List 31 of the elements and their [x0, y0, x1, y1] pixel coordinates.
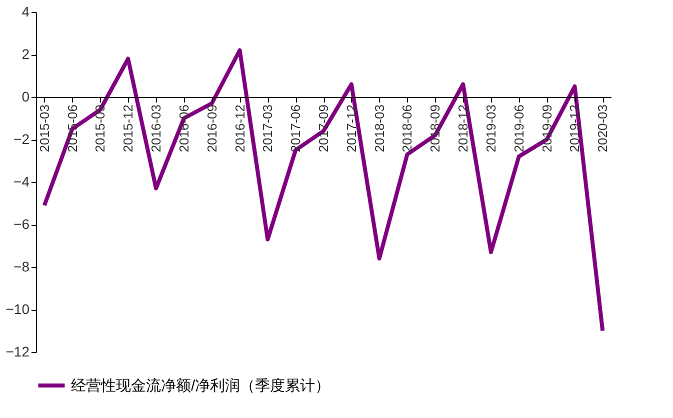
x-tick-label: 2017-09 [316, 104, 331, 152]
x-tick-label: 2015-03 [36, 104, 52, 152]
y-tick-label: −6 [14, 216, 30, 232]
y-tick-label: −4 [14, 174, 30, 190]
y-tick-label: 0 [22, 88, 30, 104]
x-tick-label: 2019-09 [539, 104, 554, 152]
x-tick-label: 2017-06 [288, 104, 304, 152]
x-tick-label: 2016-03 [148, 104, 164, 152]
y-tick-label: −10 [6, 301, 30, 317]
x-tick-label: 2015-09 [92, 104, 108, 152]
y-tick-label: 4 [22, 4, 30, 20]
x-tick-label: 2015-12 [120, 104, 136, 152]
y-tick-label: −12 [6, 344, 30, 360]
x-tick-label: 2016-12 [232, 104, 248, 152]
x-tick-label: 2019-12 [567, 104, 582, 152]
y-tick-label: −2 [14, 131, 30, 147]
x-tick-label: 2017-12 [344, 104, 359, 152]
x-tick-label: 2017-03 [260, 104, 276, 152]
legend-label: 经营性现金流净额/净利润（季度累计） [71, 378, 330, 394]
x-tick-label: 2019-06 [511, 104, 526, 152]
x-tick-label: 2016-09 [204, 104, 220, 152]
x-tick-label: 2015-06 [64, 104, 80, 152]
y-tick-label: 2 [22, 46, 30, 62]
x-tick-label: 2020-03 [595, 104, 610, 152]
x-tick-label: 2018-09 [428, 104, 443, 152]
x-tick-label: 2016-06 [176, 104, 192, 152]
x-tick-label: 2019-03 [483, 104, 498, 152]
x-tick-label: 2018-03 [372, 104, 387, 152]
x-tick-label: 2018-06 [400, 104, 415, 152]
x-tick-label: 2018-12 [456, 104, 471, 152]
y-tick-label: −8 [14, 258, 30, 274]
